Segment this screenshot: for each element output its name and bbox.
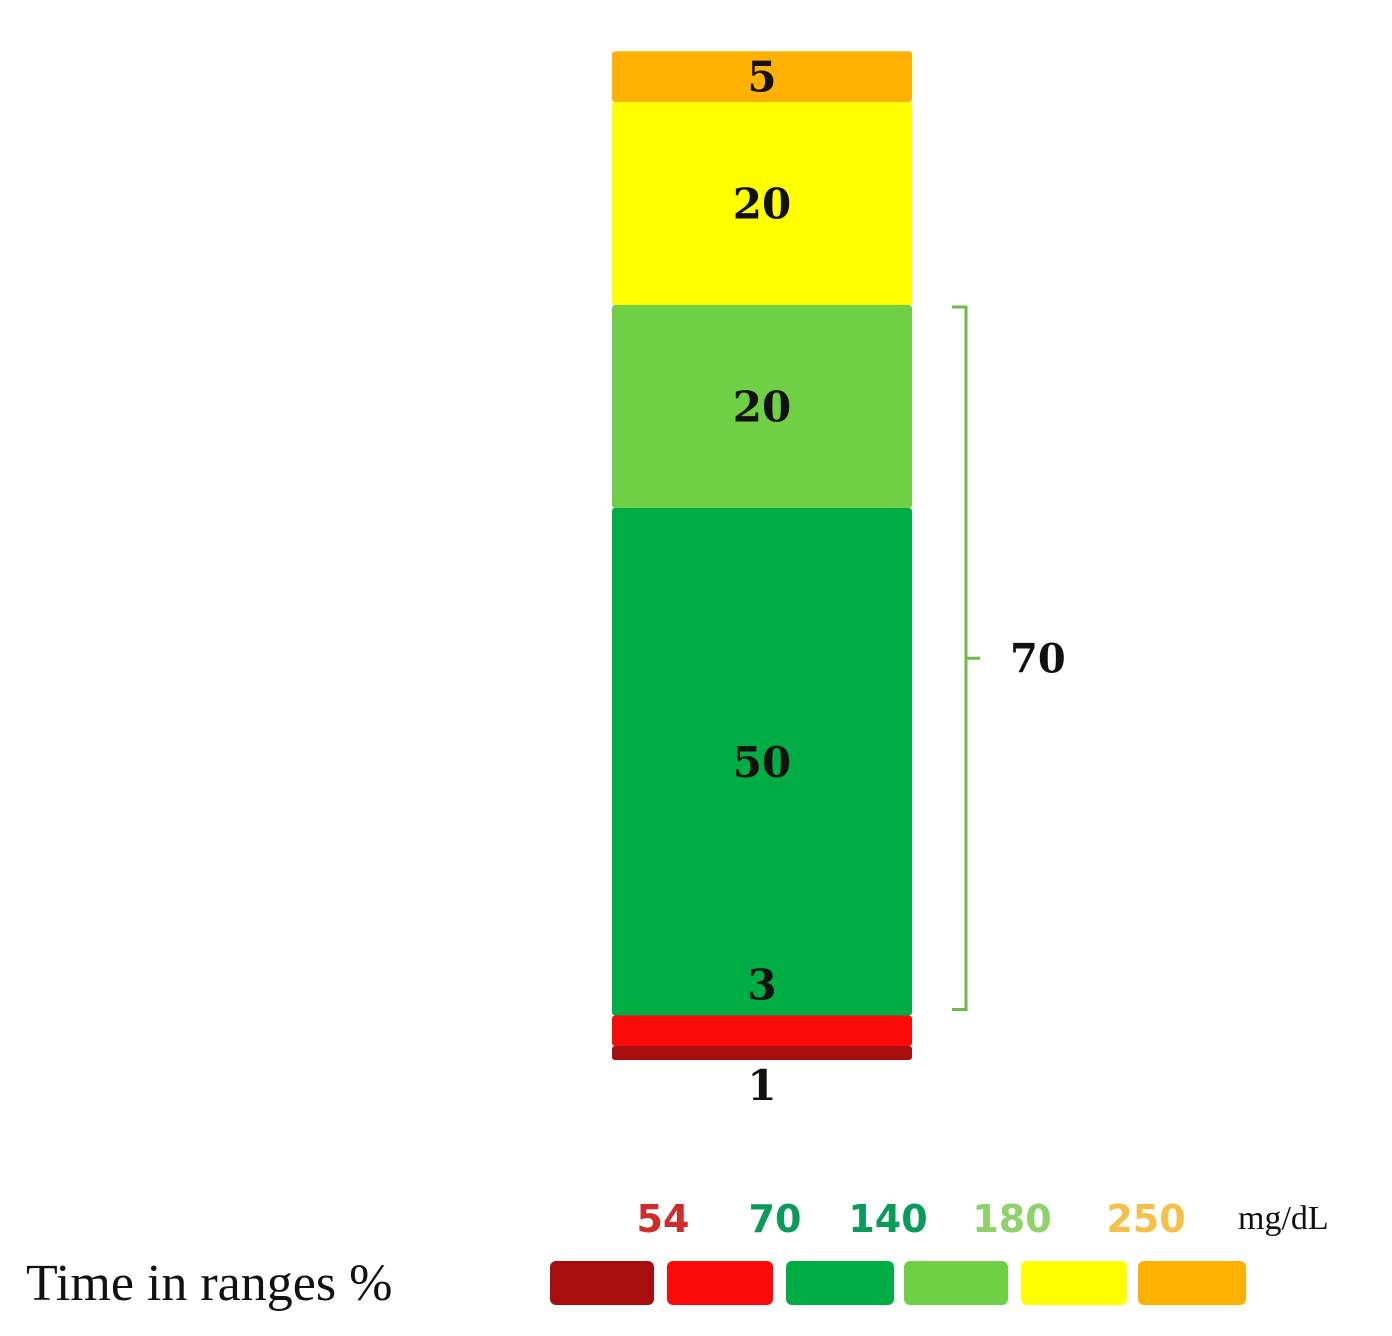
target-range-bracket: 70 [952, 305, 1066, 1012]
stacked-bar [612, 51, 912, 1060]
segment-label-0: 1 [747, 1061, 776, 1110]
legend-title: Time in ranges % [26, 1255, 392, 1312]
legend: Time in ranges % 54 70 140 180 250 mg/dL [26, 1197, 1329, 1312]
bar-segment-54 [612, 1046, 912, 1060]
bar-segment-180-250 [612, 102, 912, 306]
legend-swatch-0 [550, 1261, 654, 1305]
bar-segment-250 [612, 51, 912, 103]
threshold-label-250: 250 [1106, 1197, 1185, 1241]
legend-swatch-4 [1021, 1261, 1127, 1305]
legend-swatch-2 [786, 1261, 894, 1305]
segment-label-3: 20 [733, 383, 791, 432]
legend-swatch-5 [1138, 1261, 1246, 1305]
threshold-labels: 54 70 140 180 250 [637, 1197, 1186, 1241]
segment-labels: 1 3 50 20 20 5 [733, 53, 791, 1110]
segment-label-4: 20 [733, 180, 791, 229]
unit-label: mg/dL [1238, 1200, 1329, 1237]
legend-swatch-1 [667, 1261, 773, 1305]
threshold-label-180: 180 [972, 1197, 1051, 1241]
bracket-label: 70 [1010, 635, 1066, 682]
segment-label-5: 5 [747, 53, 776, 102]
threshold-label-140: 140 [848, 1197, 927, 1241]
threshold-label-70: 70 [749, 1197, 802, 1241]
bar-segment-140-180 [612, 305, 912, 509]
legend-swatch-3 [904, 1261, 1008, 1305]
segment-label-1: 3 [747, 961, 776, 1010]
legend-swatches [550, 1261, 1246, 1305]
bracket-line [952, 305, 980, 1012]
bar-segment-54-70 [612, 1015, 912, 1046]
threshold-label-54: 54 [637, 1197, 690, 1241]
bar-segment-70-140 [612, 508, 912, 1016]
segment-label-2: 50 [733, 738, 791, 787]
